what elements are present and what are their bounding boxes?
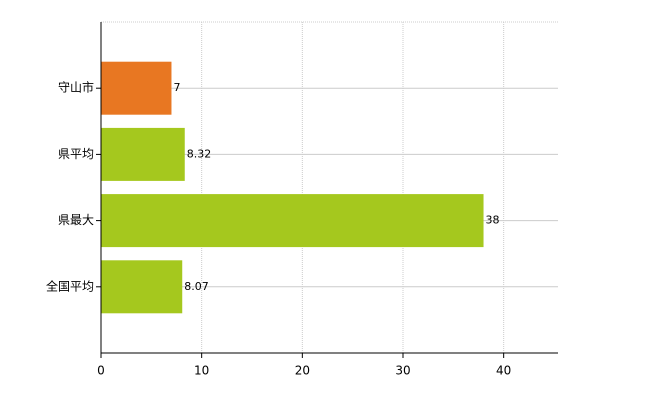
bar bbox=[101, 127, 185, 181]
y-tick-label: 全国平均 bbox=[46, 278, 94, 293]
data-label: 8.07 bbox=[184, 280, 209, 293]
x-tick-label: 30 bbox=[395, 364, 410, 378]
bar bbox=[101, 260, 183, 314]
bar bbox=[101, 194, 484, 248]
x-tick-label: 20 bbox=[295, 364, 310, 378]
data-label: 8.32 bbox=[187, 147, 212, 160]
x-tick-label: 0 bbox=[97, 364, 105, 378]
y-tick-label: 県平均 bbox=[58, 147, 94, 161]
x-tick-label: 40 bbox=[496, 364, 511, 378]
bar bbox=[101, 61, 172, 115]
y-tick-label: 守山市 bbox=[58, 80, 94, 95]
x-tick-label: 10 bbox=[194, 364, 209, 378]
y-tick-label: 県最大 bbox=[58, 213, 94, 227]
data-label: 38 bbox=[486, 214, 500, 227]
data-label: 7 bbox=[173, 81, 180, 94]
